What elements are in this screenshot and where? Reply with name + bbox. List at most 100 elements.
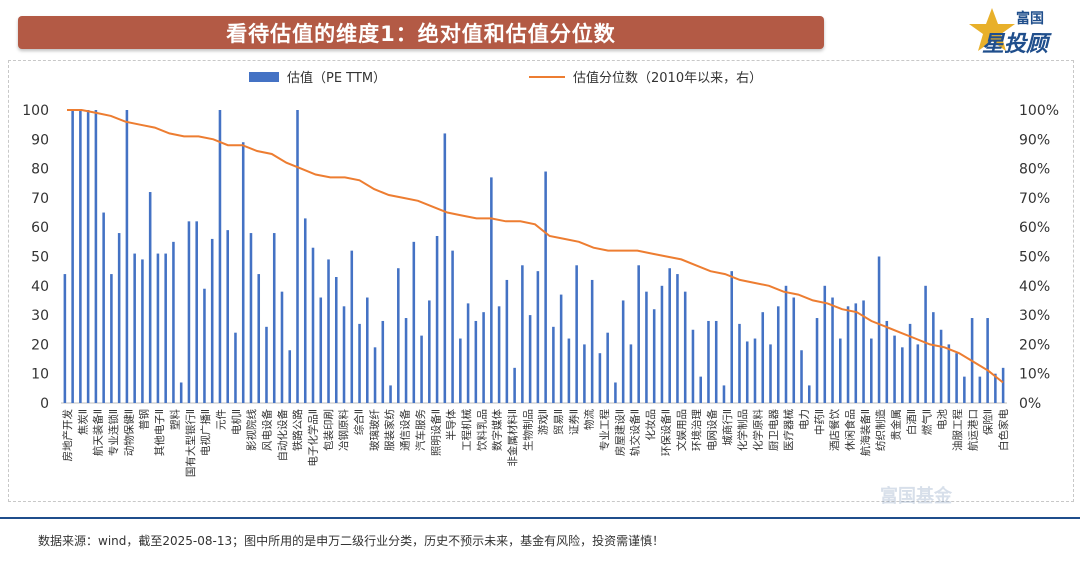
x-category-label: 专业工程 xyxy=(598,409,611,451)
pe-bar xyxy=(908,323,912,403)
pe-bar xyxy=(831,297,834,403)
pe-bar xyxy=(334,277,338,403)
pe-bar xyxy=(435,235,439,403)
pe-bar xyxy=(800,350,803,403)
y-right-tick-label: 0% xyxy=(1019,396,1041,412)
x-category-label: 航海装备Ⅱ xyxy=(859,409,872,456)
pe-bar xyxy=(854,303,858,403)
y-left-tick-label: 20 xyxy=(31,337,49,353)
brand-logo: 富国 星投顾 xyxy=(968,6,1072,57)
x-category-label: 生物制品 xyxy=(521,409,534,451)
pe-bar xyxy=(459,338,462,403)
star-icon xyxy=(969,8,1015,51)
y-left-tick-label: 100 xyxy=(22,103,49,119)
pe-bar xyxy=(71,110,74,403)
x-category-label: 风电设备 xyxy=(261,409,274,451)
y-left-tick-label: 10 xyxy=(31,367,49,383)
pe-bar xyxy=(164,253,167,403)
x-category-label: 冶钢原料 xyxy=(337,409,350,451)
x-category-label: 化妆品 xyxy=(644,409,657,441)
x-category-label: 电机Ⅱ xyxy=(230,409,243,435)
pe-bar xyxy=(544,171,547,403)
x-category-label: 焦炭Ⅱ xyxy=(76,409,89,435)
pe-bar xyxy=(420,335,423,403)
pe-bar xyxy=(156,253,160,403)
pe-bar xyxy=(412,241,416,403)
pe-bar xyxy=(815,318,819,403)
x-category-label: 城商行Ⅱ xyxy=(721,409,734,446)
pe-bar xyxy=(536,271,540,403)
pe-bar xyxy=(466,303,470,403)
pe-bar xyxy=(428,300,431,403)
x-category-label: 通信设备 xyxy=(399,409,412,451)
pe-bar xyxy=(614,382,617,403)
x-category-label: 环保设备Ⅱ xyxy=(659,409,672,456)
pe-bar xyxy=(660,285,664,403)
watermark-text: 富国基金 xyxy=(880,486,952,507)
pe-bar xyxy=(249,233,253,403)
valuation-chart: 0 10 20 30 40 50 60 70 80 90 100 0% 10% 20% 30% 40% 50% 6… xyxy=(22,70,1059,477)
y-right-tick-label: 100% xyxy=(1019,103,1059,119)
x-category-label: 房屋建设Ⅱ xyxy=(613,409,626,456)
pe-bar xyxy=(645,291,648,403)
x-category-label: 国有大型银行Ⅱ xyxy=(184,409,197,477)
pe-bar xyxy=(397,268,400,403)
pe-bar xyxy=(474,320,478,403)
pe-bar xyxy=(141,259,144,403)
pe-bar xyxy=(745,341,749,403)
pe-bar xyxy=(203,288,206,403)
pe-bar xyxy=(606,332,609,403)
pe-bar xyxy=(753,338,757,403)
pe-bar xyxy=(358,323,361,403)
pe-bar xyxy=(404,318,408,403)
x-category-label: 汽车服务 xyxy=(414,409,427,451)
x-category-label: 房地产开发 xyxy=(61,409,74,462)
pe-bar xyxy=(1001,367,1005,403)
pe-bar xyxy=(590,279,594,403)
y-left-tick-label: 50 xyxy=(31,250,49,266)
x-category-label: 酒店餐饮 xyxy=(828,409,841,451)
pe-bar xyxy=(79,110,82,403)
x-category-label: 影视院线 xyxy=(245,409,258,451)
pe-bar xyxy=(629,344,633,403)
y-right-tick-label: 30% xyxy=(1019,308,1050,324)
chart-frame: 0 10 20 30 40 50 60 70 80 90 100 0% 10% 20% 30% 40% 50% 6… xyxy=(8,60,1074,502)
pe-bar xyxy=(722,385,726,403)
x-category-label: 服装家纺 xyxy=(383,409,396,451)
x-category-label: 环境治理 xyxy=(690,409,703,451)
pe-bar xyxy=(583,344,586,403)
x-category-label: 电网设备 xyxy=(706,409,719,451)
pe-bar xyxy=(784,285,788,403)
pe-bar xyxy=(63,274,67,403)
pe-bar xyxy=(319,297,323,403)
legend-line-label: 估值分位数（2010年以来，右） xyxy=(573,70,762,86)
pe-bar xyxy=(172,241,175,403)
x-category-label: 其他电子Ⅱ xyxy=(153,409,166,456)
pe-bar xyxy=(792,297,796,403)
y-right-tick-label: 20% xyxy=(1019,337,1050,353)
pe-bar xyxy=(769,344,772,403)
logo-bottom-text: 星投顾 xyxy=(982,32,1049,57)
pe-bar xyxy=(125,110,129,403)
pe-bar xyxy=(994,373,997,403)
pe-bar xyxy=(567,338,571,403)
pe-bar xyxy=(707,320,710,403)
pe-bar xyxy=(683,291,687,403)
pe-bar xyxy=(676,274,679,403)
pe-bar xyxy=(513,367,516,403)
pe-bar xyxy=(288,350,292,403)
x-category-label: 游戏Ⅱ xyxy=(537,409,550,435)
pe-bar xyxy=(714,320,718,403)
pe-bar xyxy=(490,177,493,403)
y-right-tick-label: 80% xyxy=(1019,162,1050,178)
x-category-label: 保险Ⅱ xyxy=(982,409,995,435)
pe-bar xyxy=(218,110,222,403)
pe-bar xyxy=(986,318,989,403)
x-category-label: 休闲食品 xyxy=(844,409,857,451)
pe-bar xyxy=(342,306,346,403)
x-category-label: 工程机械 xyxy=(460,409,473,451)
pe-bar xyxy=(761,312,765,403)
pe-bar xyxy=(179,382,183,403)
pe-bar xyxy=(86,110,90,403)
pe-bar xyxy=(885,320,889,403)
